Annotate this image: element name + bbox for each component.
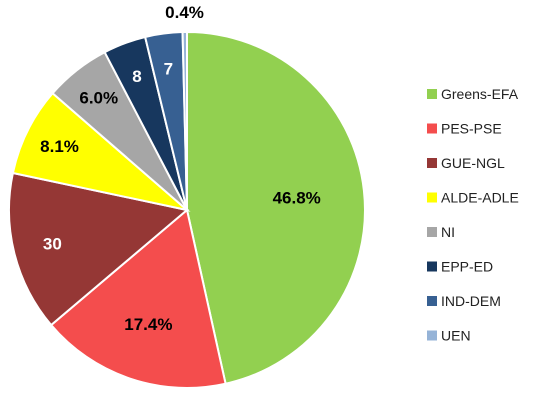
- legend-label-alde-adle: ALDE-ADLE: [441, 190, 519, 206]
- legend-swatch-epp-ed: [427, 261, 437, 272]
- pie-slice-greens-efa: [186, 30, 366, 385]
- data-label-greens-efa: 46.8%: [273, 188, 321, 207]
- legend: Greens-EFA PES-PSE GUE-NGL ALDE-ADLE NI EPP-E…: [427, 86, 519, 344]
- pie-slices: [8, 30, 366, 389]
- pie-slice-pes-pse: [49, 208, 227, 389]
- legend-label-ind-dem: IND-DEM: [441, 293, 501, 309]
- pie-slice-alde-adle: [11, 91, 191, 212]
- pie-slice-gue-ngl: [8, 171, 190, 327]
- data-label-uen: 0.4%: [165, 3, 204, 22]
- legend-swatch-ind-dem: [427, 296, 437, 306]
- legend-label-gue-ngl: GUE-NGL: [441, 155, 505, 171]
- pie-slice-uen: [181, 30, 188, 211]
- legend-label-pes-pse: PES-PSE: [441, 121, 502, 137]
- legend-swatch-uen: [427, 330, 437, 341]
- data-label-epp-ed: 8: [132, 67, 141, 86]
- legend-label-epp-ed: EPP-ED: [441, 259, 493, 275]
- legend-swatch-ni: [427, 227, 437, 237]
- data-label-ind-dem: 7: [164, 59, 173, 78]
- legend-swatch-greens-efa: [427, 89, 437, 99]
- data-label-ni: 6.0%: [79, 89, 118, 108]
- legend-swatch-pes-pse: [427, 123, 437, 134]
- legend-label-greens-efa: Greens-EFA: [441, 86, 519, 102]
- data-label-gue-ngl: 30: [43, 234, 62, 253]
- pie-data-labels: 46.8% 17.4% 30 8.1% 6.0% 8 7 0.4%: [40, 3, 321, 334]
- legend-swatch-alde-adle: [427, 192, 437, 203]
- data-label-pes-pse: 17.4%: [124, 315, 172, 334]
- legend-label-uen: UEN: [441, 328, 471, 344]
- legend-swatch-gue-ngl: [427, 158, 437, 168]
- legend-label-ni: NI: [441, 224, 455, 240]
- data-label-alde-adle: 8.1%: [40, 137, 79, 156]
